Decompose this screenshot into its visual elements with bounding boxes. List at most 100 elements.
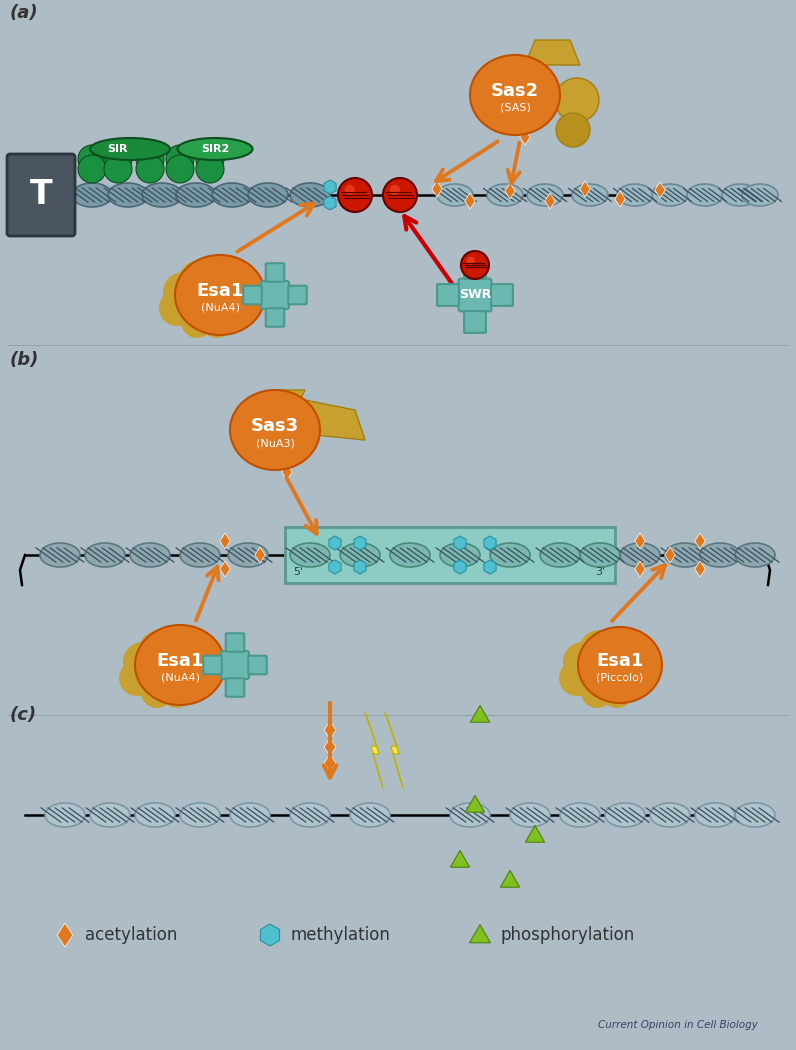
Polygon shape: [354, 560, 366, 574]
Ellipse shape: [180, 803, 220, 827]
Circle shape: [609, 660, 645, 696]
FancyBboxPatch shape: [7, 154, 75, 236]
Ellipse shape: [560, 803, 600, 827]
FancyBboxPatch shape: [491, 285, 513, 306]
Ellipse shape: [527, 184, 563, 206]
Polygon shape: [329, 560, 341, 574]
Ellipse shape: [440, 543, 480, 567]
Polygon shape: [260, 924, 279, 946]
Polygon shape: [695, 561, 705, 578]
Text: (NuA3): (NuA3): [256, 438, 295, 448]
Ellipse shape: [580, 543, 620, 567]
Circle shape: [209, 290, 245, 326]
FancyBboxPatch shape: [266, 309, 284, 327]
Circle shape: [78, 145, 106, 173]
Polygon shape: [501, 870, 520, 887]
Polygon shape: [470, 925, 490, 943]
Polygon shape: [544, 193, 555, 209]
Ellipse shape: [108, 183, 148, 207]
Ellipse shape: [350, 803, 390, 827]
Ellipse shape: [180, 543, 220, 567]
Circle shape: [160, 640, 200, 680]
FancyBboxPatch shape: [266, 264, 284, 281]
Ellipse shape: [390, 543, 430, 567]
Text: acetylation: acetylation: [85, 926, 178, 944]
Circle shape: [166, 145, 194, 173]
Text: (NuA4): (NuA4): [201, 303, 240, 313]
Ellipse shape: [176, 183, 216, 207]
Ellipse shape: [212, 183, 252, 207]
Circle shape: [104, 155, 132, 183]
Circle shape: [583, 658, 627, 702]
Polygon shape: [465, 193, 475, 209]
Polygon shape: [454, 536, 466, 550]
Text: SIR2: SIR2: [201, 144, 229, 154]
FancyBboxPatch shape: [221, 651, 249, 679]
Ellipse shape: [695, 803, 735, 827]
Ellipse shape: [450, 803, 490, 827]
Ellipse shape: [687, 184, 723, 206]
Circle shape: [163, 272, 203, 312]
Circle shape: [601, 676, 633, 708]
Ellipse shape: [735, 543, 775, 567]
FancyBboxPatch shape: [458, 278, 491, 312]
Polygon shape: [324, 196, 336, 210]
Ellipse shape: [90, 803, 130, 827]
Text: phosphorylation: phosphorylation: [500, 926, 634, 944]
FancyBboxPatch shape: [285, 527, 615, 583]
Text: 5': 5': [293, 567, 303, 578]
FancyBboxPatch shape: [203, 656, 222, 674]
Ellipse shape: [135, 803, 175, 827]
Polygon shape: [695, 533, 705, 549]
Ellipse shape: [742, 184, 778, 206]
Ellipse shape: [617, 184, 653, 206]
Polygon shape: [634, 561, 646, 578]
Circle shape: [345, 185, 355, 195]
Ellipse shape: [290, 183, 330, 207]
Ellipse shape: [650, 803, 690, 827]
Text: Esa1: Esa1: [596, 652, 644, 670]
Polygon shape: [220, 561, 230, 578]
Text: (a): (a): [10, 4, 39, 22]
FancyBboxPatch shape: [244, 286, 262, 304]
Circle shape: [161, 676, 193, 708]
Ellipse shape: [135, 625, 225, 705]
Ellipse shape: [540, 543, 580, 567]
FancyBboxPatch shape: [288, 286, 306, 304]
Ellipse shape: [178, 138, 252, 160]
Text: SWR: SWR: [458, 289, 491, 301]
Ellipse shape: [735, 803, 775, 827]
Polygon shape: [354, 536, 366, 550]
Circle shape: [201, 306, 233, 338]
Ellipse shape: [700, 543, 740, 567]
Ellipse shape: [90, 138, 170, 160]
Ellipse shape: [45, 803, 85, 827]
Polygon shape: [525, 40, 580, 65]
Polygon shape: [260, 390, 305, 410]
Circle shape: [166, 155, 194, 183]
Ellipse shape: [487, 184, 523, 206]
Circle shape: [143, 658, 187, 702]
Polygon shape: [431, 181, 443, 197]
Text: Current Opinion in Cell Biology: Current Opinion in Cell Biology: [598, 1020, 758, 1030]
Ellipse shape: [652, 184, 688, 206]
Ellipse shape: [228, 543, 268, 567]
Circle shape: [181, 306, 213, 338]
Polygon shape: [210, 655, 220, 671]
Text: (NuA4): (NuA4): [161, 673, 200, 683]
Polygon shape: [520, 129, 530, 145]
FancyBboxPatch shape: [464, 311, 486, 333]
Circle shape: [178, 260, 222, 304]
Ellipse shape: [490, 543, 530, 567]
Circle shape: [563, 642, 603, 682]
Text: T: T: [29, 178, 53, 211]
Polygon shape: [305, 400, 365, 440]
Ellipse shape: [230, 803, 270, 827]
Circle shape: [390, 185, 400, 195]
Polygon shape: [634, 533, 646, 549]
Polygon shape: [250, 285, 260, 301]
Text: Sas3: Sas3: [251, 417, 299, 435]
FancyBboxPatch shape: [261, 281, 289, 309]
Circle shape: [104, 145, 132, 173]
Circle shape: [123, 642, 163, 682]
